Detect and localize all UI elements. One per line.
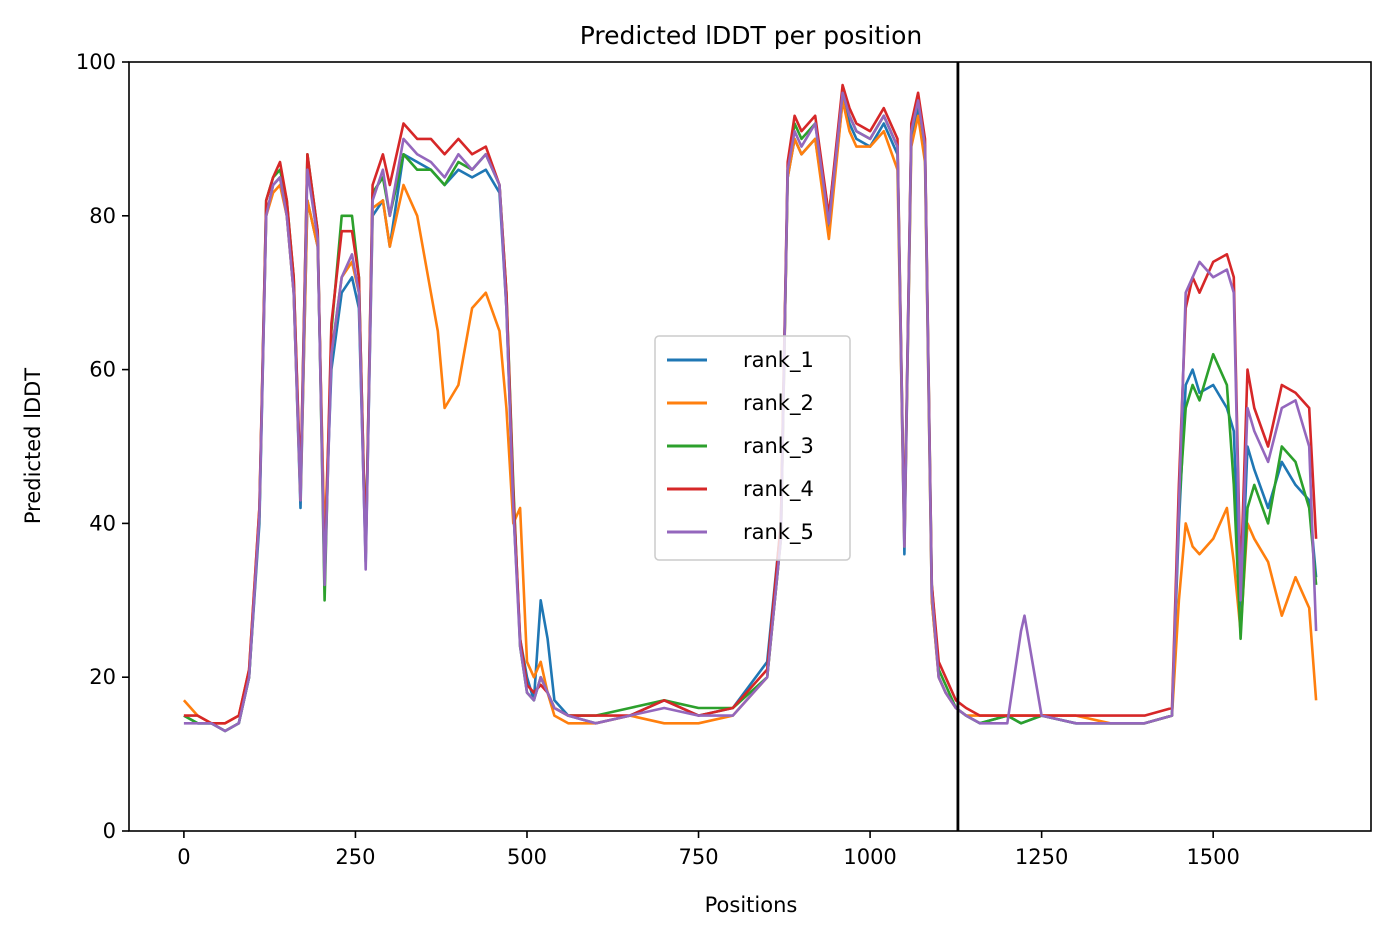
chart-title: Predicted lDDT per position	[580, 21, 922, 50]
y-axis-label: Predicted lDDT	[21, 368, 45, 524]
y-axis: 0 20 40 60 80 100	[76, 50, 129, 843]
x-axis: 0 250 500 750 1000 1250 1500	[177, 831, 1240, 869]
x-tick-label: 1250	[1015, 845, 1068, 869]
legend: rank_1 rank_2 rank_3 rank_4 rank_5	[654, 335, 851, 561]
y-tick-label: 20	[89, 665, 116, 689]
legend-label-rank-3: rank_3	[743, 434, 814, 459]
y-tick-label: 80	[89, 204, 116, 228]
x-tick-label: 1000	[843, 845, 896, 869]
series-line-rank-5	[183, 91, 1318, 733]
x-tick-label: 1500	[1186, 845, 1239, 869]
legend-label-rank-1: rank_1	[743, 348, 814, 373]
x-tick-label: 500	[507, 845, 547, 869]
legend-label-rank-5: rank_5	[743, 520, 814, 545]
x-tick-label: 750	[678, 845, 718, 869]
legend-label-rank-2: rank_2	[743, 391, 814, 416]
y-tick-label: 40	[89, 511, 116, 535]
x-tick-label: 250	[335, 845, 375, 869]
legend-label-rank-4: rank_4	[743, 477, 814, 502]
plot-frame	[128, 61, 1372, 832]
y-tick-label: 0	[103, 819, 116, 843]
y-tick-label: 60	[89, 358, 116, 382]
x-tick-label: 0	[177, 845, 190, 869]
legend-box	[654, 335, 851, 561]
series-lines	[182, 83, 1318, 733]
y-tick-label: 100	[76, 50, 116, 74]
x-axis-label: Positions	[705, 893, 798, 917]
